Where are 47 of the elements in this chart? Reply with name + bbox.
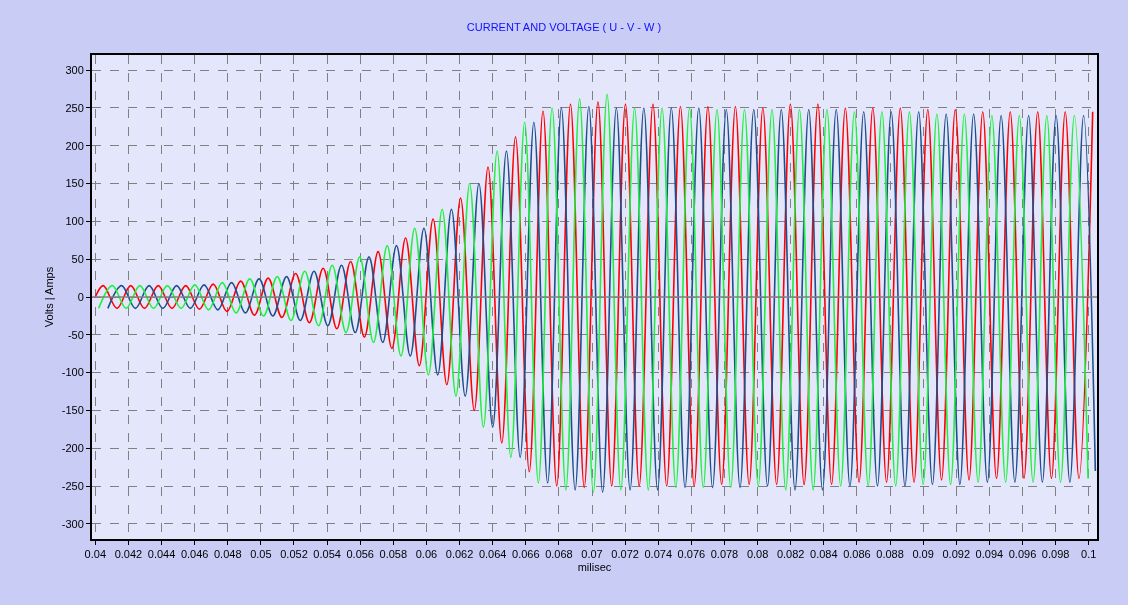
x-tick-label: 0.04 <box>84 548 107 561</box>
y-tick-label: 150 <box>65 177 84 190</box>
y-tick-label: 100 <box>65 215 84 228</box>
x-tick-label: 0.098 <box>1041 548 1070 561</box>
y-tick-label: -300 <box>61 517 84 530</box>
x-tick-label: 0.09 <box>912 548 934 561</box>
x-tick-label: 0.094 <box>975 548 1004 561</box>
x-tick-label: 0.1 <box>1081 548 1097 561</box>
x-tick-label: 0.066 <box>512 548 540 561</box>
x-tick-label: 0.084 <box>810 548 838 561</box>
y-tick-label: -200 <box>61 442 84 455</box>
x-tick-label: 0.078 <box>710 548 739 561</box>
x-tick-label: 0.088 <box>876 548 904 561</box>
y-axis-title: Volts | Amps <box>42 266 55 328</box>
y-tick-label: -250 <box>61 479 84 492</box>
x-tick-label: 0.06 <box>415 548 438 561</box>
x-tick-label: 0.046 <box>180 548 209 561</box>
x-tick-label: 0.068 <box>545 548 573 561</box>
y-tick-label: 250 <box>65 101 84 114</box>
x-tick-label: 0.07 <box>581 548 603 561</box>
y-tick-label: 300 <box>65 63 84 76</box>
x-tick-label: 0.062 <box>445 548 474 561</box>
y-tick-label: 200 <box>65 139 84 152</box>
y-tick-label: -50 <box>67 328 84 341</box>
x-tick-label: 0.044 <box>147 548 176 561</box>
x-tick-label: 0.054 <box>313 548 341 561</box>
x-tick-label: 0.05 <box>250 548 272 561</box>
y-tick-label: 50 <box>71 253 84 266</box>
chart-title: CURRENT AND VOLTAGE ( U - V - W ) <box>466 21 662 34</box>
x-tick-label: 0.086 <box>843 548 871 561</box>
x-tick-label: 0.08 <box>746 548 769 561</box>
x-tick-label: 0.042 <box>114 548 143 561</box>
x-tick-label: 0.082 <box>776 548 805 561</box>
x-axis-title: milisec <box>577 560 612 573</box>
y-tick-label: 0 <box>77 290 84 303</box>
x-tick-label: 0.074 <box>644 548 673 561</box>
x-tick-label: 0.096 <box>1008 548 1037 561</box>
x-tick-label: 0.052 <box>280 548 308 561</box>
x-tick-label: 0.076 <box>677 548 706 561</box>
x-tick-label: 0.092 <box>942 548 971 561</box>
x-tick-label: 0.056 <box>346 548 374 561</box>
x-tick-label: 0.048 <box>214 548 242 561</box>
x-tick-label: 0.064 <box>478 548 507 561</box>
x-tick-label: 0.072 <box>611 548 639 561</box>
y-tick-label: -150 <box>61 404 84 417</box>
x-tick-label: 0.058 <box>379 548 408 561</box>
y-tick-label: -100 <box>61 366 84 379</box>
